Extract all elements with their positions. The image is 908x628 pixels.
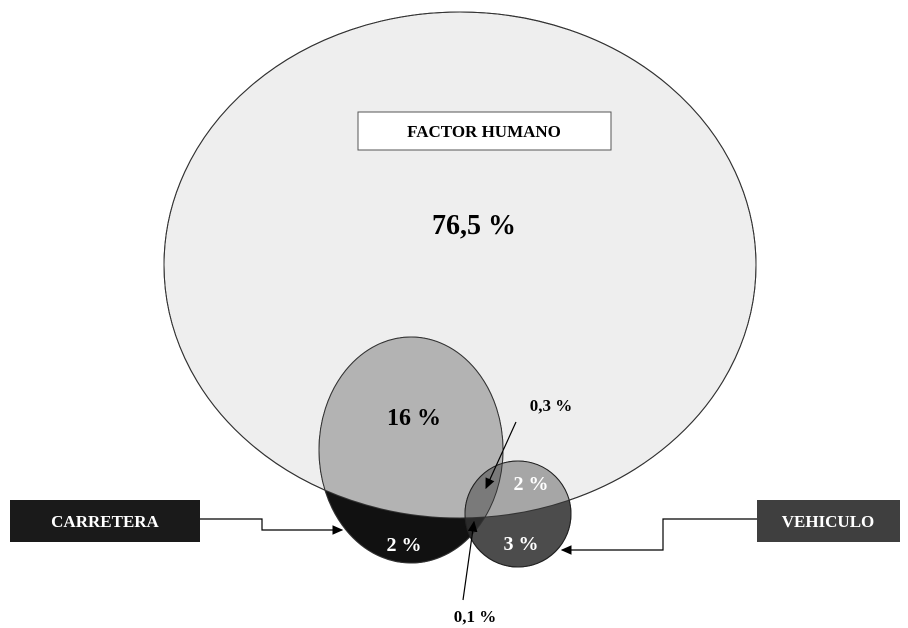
human-only-value: 76,5 % [432, 210, 516, 241]
vehicle-connector [560, 518, 757, 555]
human-road-value: 16 % [387, 405, 441, 431]
road-vehicle-arrow [462, 520, 478, 601]
road-vehicle-value: 0,1 % [454, 607, 497, 626]
vehicle-label: VEHICULO [782, 512, 875, 531]
human-vehicle-value: 2 % [514, 473, 549, 495]
triple-overlap-value: 0,3 % [530, 396, 573, 415]
road-connector [200, 518, 344, 535]
human-label: FACTOR HUMANO [407, 122, 561, 141]
road-only-value: 2 % [387, 534, 422, 556]
human-label-box [357, 111, 612, 151]
road-label-box [10, 500, 200, 542]
triple-overlap-arrow [485, 421, 517, 490]
road-label: CARRETERA [51, 512, 159, 531]
vehicle-label-box [757, 500, 900, 542]
vehicle-only-value: 3 % [504, 533, 539, 555]
